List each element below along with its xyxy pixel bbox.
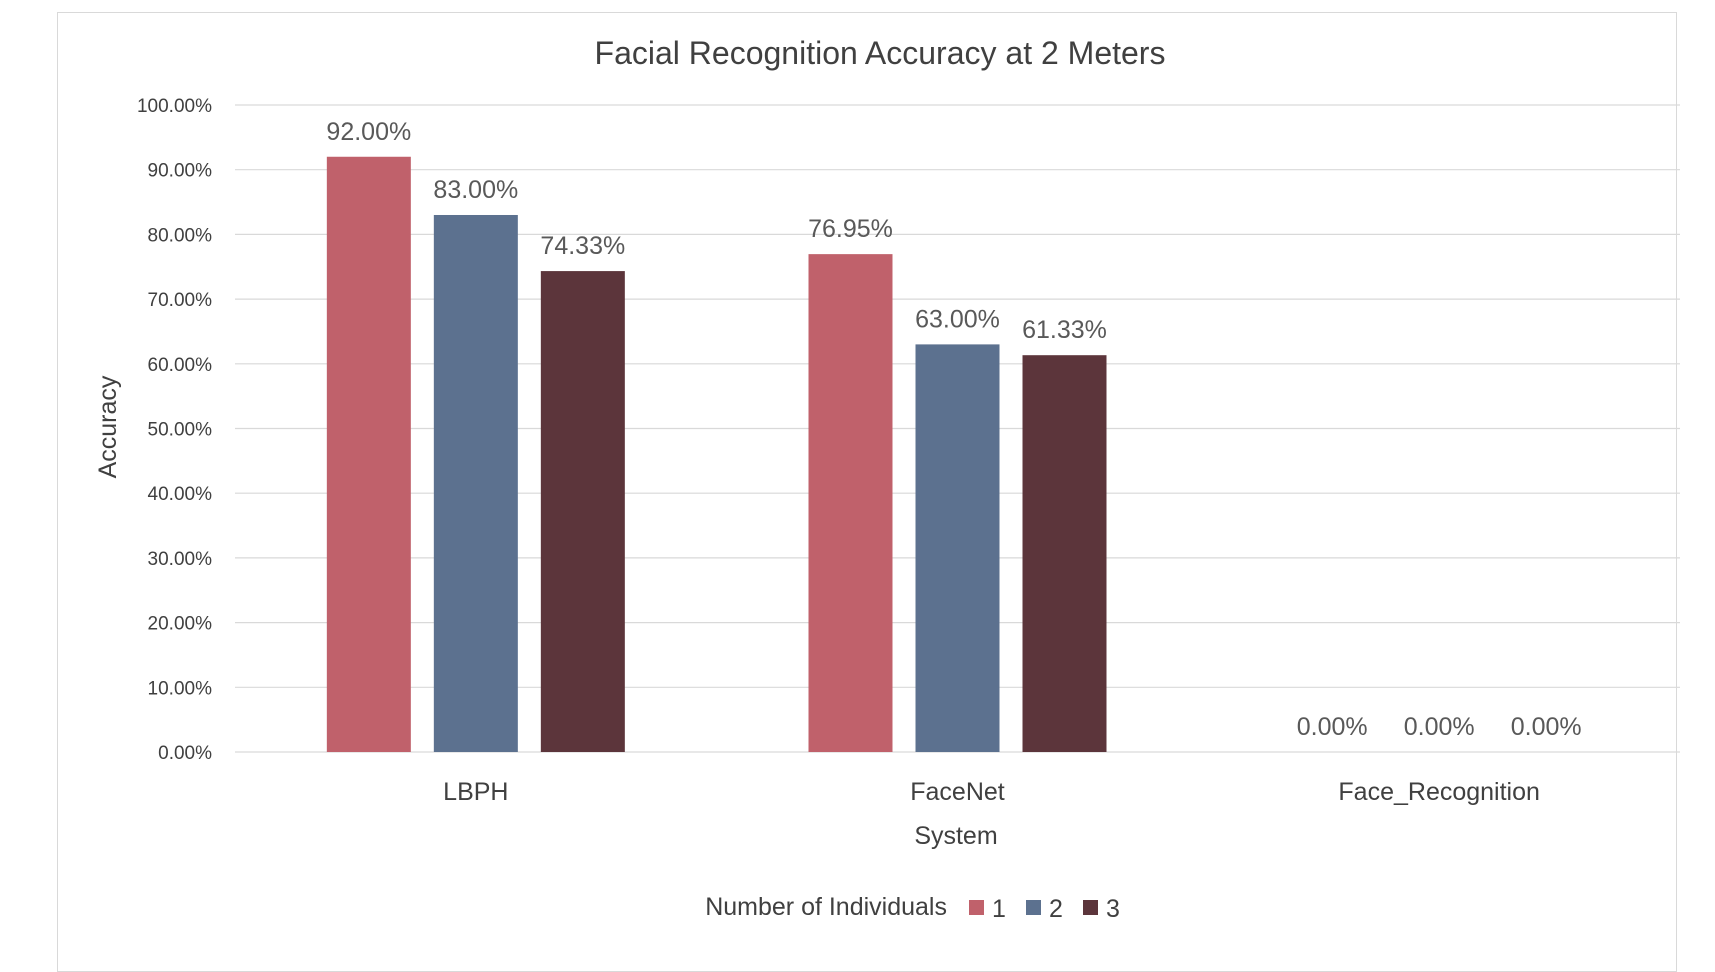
legend-swatch <box>1083 900 1098 915</box>
x-axis-title: System <box>914 822 997 850</box>
data-label: 0.00% <box>1511 713 1582 741</box>
x-tick-label: FaceNet <box>910 778 1005 806</box>
y-tick-label: 70.00% <box>148 290 213 311</box>
y-tick-label: 10.00% <box>148 678 213 699</box>
bar <box>915 344 1000 752</box>
legend-title: Number of Individuals <box>705 893 947 921</box>
chart-title: Facial Recognition Accuracy at 2 Meters <box>595 35 1166 71</box>
legend: Number of Individuals 1 2 3 <box>705 893 1120 923</box>
data-label: 63.00% <box>915 305 1000 333</box>
data-label: 0.00% <box>1404 713 1475 741</box>
data-label: 74.33% <box>540 232 625 260</box>
y-tick-label: 20.00% <box>148 614 213 635</box>
legend-swatch <box>1026 900 1041 915</box>
bar <box>540 271 625 752</box>
bars <box>326 156 1107 753</box>
legend-label: 3 <box>1106 895 1120 923</box>
data-label: 76.95% <box>808 215 893 243</box>
y-tick-label: 50.00% <box>148 420 213 441</box>
bar <box>433 214 518 753</box>
y-axis-title: Accuracy <box>94 375 122 478</box>
y-tick-label: 80.00% <box>148 225 213 246</box>
legend-items: 1 2 3 <box>969 895 1120 923</box>
legend-swatch <box>969 900 984 915</box>
bar-chart: Facial Recognition Accuracy at 2 Meters … <box>94 35 1680 923</box>
legend-label: 2 <box>1049 895 1063 923</box>
x-tick-label: Face_Recognition <box>1338 778 1540 806</box>
y-axis-ticks: 0.00% 10.00% 20.00% 30.00% 40.00% 50.00% 60.00… <box>137 96 212 764</box>
y-tick-label: 0.00% <box>158 743 212 764</box>
bar <box>1022 355 1107 752</box>
data-labels: 92.00% 83.00% 74.33% 76.95% 63.00% 61.33% 0.00… <box>326 118 1581 741</box>
y-tick-label: 30.00% <box>148 549 213 570</box>
data-label: 61.33% <box>1022 316 1107 344</box>
data-label: 83.00% <box>433 176 518 204</box>
x-axis-ticks: LBPH FaceNet Face_Recognition <box>443 778 1540 806</box>
data-label: 0.00% <box>1297 713 1368 741</box>
y-tick-label: 100.00% <box>137 96 212 117</box>
y-tick-label: 40.00% <box>148 484 213 505</box>
y-tick-label: 90.00% <box>148 161 213 182</box>
bar <box>326 156 411 752</box>
legend-label: 1 <box>992 895 1006 923</box>
y-tick-label: 60.00% <box>148 355 213 376</box>
data-label: 92.00% <box>326 118 411 146</box>
bar <box>808 254 893 753</box>
x-tick-label: LBPH <box>443 778 508 806</box>
